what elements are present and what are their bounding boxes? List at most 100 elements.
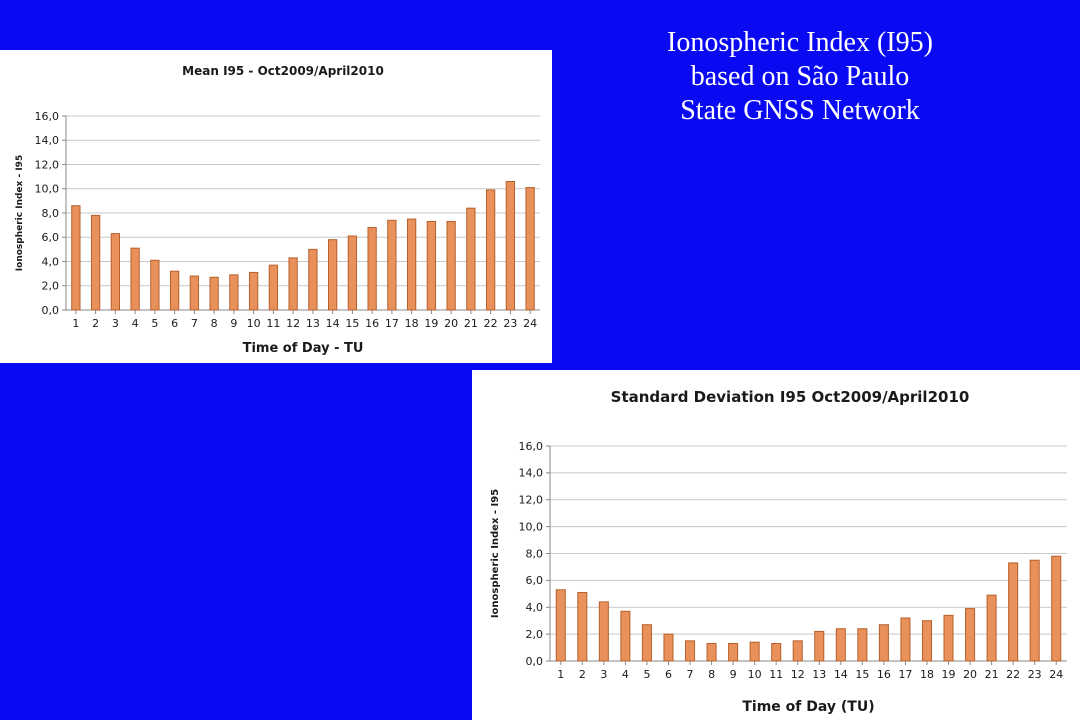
chart1-bar	[308, 248, 318, 311]
chart1-bar	[466, 207, 476, 311]
chart2-x-tick-label: 6	[665, 668, 672, 681]
slide-title-line-3: State GNSS Network	[680, 95, 920, 126]
chart2-bar	[900, 617, 911, 662]
chart1-bar	[130, 247, 140, 311]
chart2-bar	[577, 591, 588, 662]
chart2-bar	[878, 624, 889, 662]
chart1-x-tick-label: 4	[132, 317, 139, 330]
chart2-bar	[684, 640, 696, 662]
chart1-bar	[169, 270, 180, 311]
chart1-y-tick-label: 4,0	[42, 255, 60, 268]
chart2-x-tick-label: 11	[769, 668, 783, 681]
chart2-x-tick-label: 24	[1049, 668, 1063, 681]
chart1-title: Mean I95 - Oct2009/April2010	[182, 64, 384, 78]
chart1-y-tick-label: 14,0	[35, 134, 60, 147]
slide-title-line-2: based on São Paulo	[690, 61, 910, 92]
chart1-x-tick-label: 11	[266, 317, 280, 330]
chart2-y-tick-label: 14,0	[519, 467, 544, 480]
chart1-x-tick-label: 18	[405, 317, 419, 330]
chart1-x-tick-label: 2	[92, 317, 99, 330]
chart1-bar	[209, 276, 219, 311]
chart2-y-tick-label: 6,0	[526, 574, 544, 587]
chart1-x-tick-label: 12	[286, 317, 300, 330]
chart2-bar	[1008, 562, 1019, 662]
chart2-y-tick-label: 8,0	[526, 547, 544, 560]
chart1-x-tick-label: 17	[385, 317, 399, 330]
chart2-x-tick-label: 17	[898, 668, 912, 681]
chart1-x-tick-label: 13	[306, 317, 320, 330]
chart1-x-tick-label: 21	[464, 317, 478, 330]
chart2-title: Standard Deviation I95 Oct2009/April2010	[611, 388, 970, 406]
chart1-x-tick-label: 20	[444, 317, 458, 330]
chart2-bar	[943, 614, 954, 662]
chart1-bar	[426, 220, 437, 311]
chart1-bar	[406, 218, 417, 311]
chart2-x-tick-label: 5	[643, 668, 650, 681]
chart2-bar	[792, 640, 803, 662]
chart1-bar	[248, 271, 259, 311]
chart2-x-tick-label: 7	[687, 668, 694, 681]
chart1-bar	[268, 264, 279, 311]
chart1-y-tick-label: 16,0	[35, 110, 60, 123]
chart2-bar	[728, 643, 739, 662]
chart1-bar	[485, 189, 496, 311]
chart1-y-tick-label: 10,0	[35, 183, 60, 196]
chart1-x-tick-label: 1	[72, 317, 79, 330]
chart1-bar	[288, 257, 298, 311]
chart1-x-tick-label: 19	[424, 317, 438, 330]
chart2-x-tick-label: 2	[579, 668, 586, 681]
chart1-x-tick-label: 5	[151, 317, 158, 330]
chart2-x-tick-label: 19	[942, 668, 956, 681]
stddev-i95-chart: Standard Deviation I95 Oct2009/April2010…	[472, 370, 1080, 720]
chart2-bar	[641, 624, 652, 662]
chart1-x-tick-label: 3	[112, 317, 119, 330]
chart1-x-tick-label: 7	[191, 317, 198, 330]
chart1-bar	[189, 275, 200, 311]
chart2-bar	[620, 610, 631, 662]
chart2-bar	[965, 608, 976, 662]
chart2-y-tick-label: 12,0	[519, 494, 544, 507]
chart1-y-tick-label: 0,0	[42, 304, 60, 317]
chart2-bar	[749, 641, 760, 662]
chart2-bar	[814, 630, 825, 662]
chart2-bar	[1029, 559, 1040, 662]
chart2-x-axis-label: Time of Day (TU)	[742, 699, 874, 715]
chart1-bar	[505, 180, 516, 311]
chart1-x-tick-label: 24	[523, 317, 537, 330]
chart2-bar	[663, 633, 674, 662]
chart2-y-tick-label: 2,0	[526, 628, 544, 641]
chart1-bar	[367, 227, 377, 311]
chart2-bar	[771, 643, 782, 662]
mean-i95-chart-svg: Mean I95 - Oct2009/April2010 0,0 2,0 4,0 6,0…	[15, 64, 540, 356]
chart2-x-tick-label: 22	[1006, 668, 1020, 681]
chart2-x-tick-label: 21	[985, 668, 999, 681]
chart2-x-tick-label: 23	[1028, 668, 1042, 681]
chart2-x-tick-label: 14	[834, 668, 848, 681]
chart2-bar	[598, 601, 609, 662]
chart2-y-tick-label: 4,0	[526, 601, 544, 614]
chart2-x-tick-label: 1	[557, 668, 564, 681]
chart2-x-tick-label: 3	[600, 668, 607, 681]
chart2-y-axis-label: Ionospheric Index - I95	[490, 489, 501, 618]
chart2-y-tick-label: 16,0	[519, 440, 544, 453]
chart2-x-tick-label: 10	[748, 668, 762, 681]
chart2-bar	[835, 628, 846, 662]
chart2-x-tick-label: 4	[622, 668, 629, 681]
chart2-y-tick-label: 10,0	[519, 520, 544, 533]
chart2-y-tick-label: 0,0	[526, 655, 544, 668]
chart1-x-tick-label: 22	[484, 317, 498, 330]
chart2-x-tick-label: 15	[855, 668, 869, 681]
chart2-bar	[1051, 555, 1062, 662]
chart1-x-axis-label: Time of Day - TU	[243, 341, 364, 356]
chart2-x-tick-label: 16	[877, 668, 891, 681]
chart1-bar	[347, 235, 358, 311]
chart1-y-axis-label: Ionospheric Index - I95	[15, 155, 25, 271]
chart1-bar	[71, 205, 81, 311]
chart1-y-tick-label: 6,0	[42, 231, 60, 244]
chart2-bar	[555, 589, 566, 662]
chart1-y-tick-label: 8,0	[42, 207, 60, 220]
chart1-x-tick-label: 16	[365, 317, 379, 330]
chart1-x-tick-label: 23	[503, 317, 517, 330]
slide-title: Ionospheric Index (I95) based on São Pau…	[600, 26, 1000, 128]
chart1-bar	[525, 187, 535, 311]
